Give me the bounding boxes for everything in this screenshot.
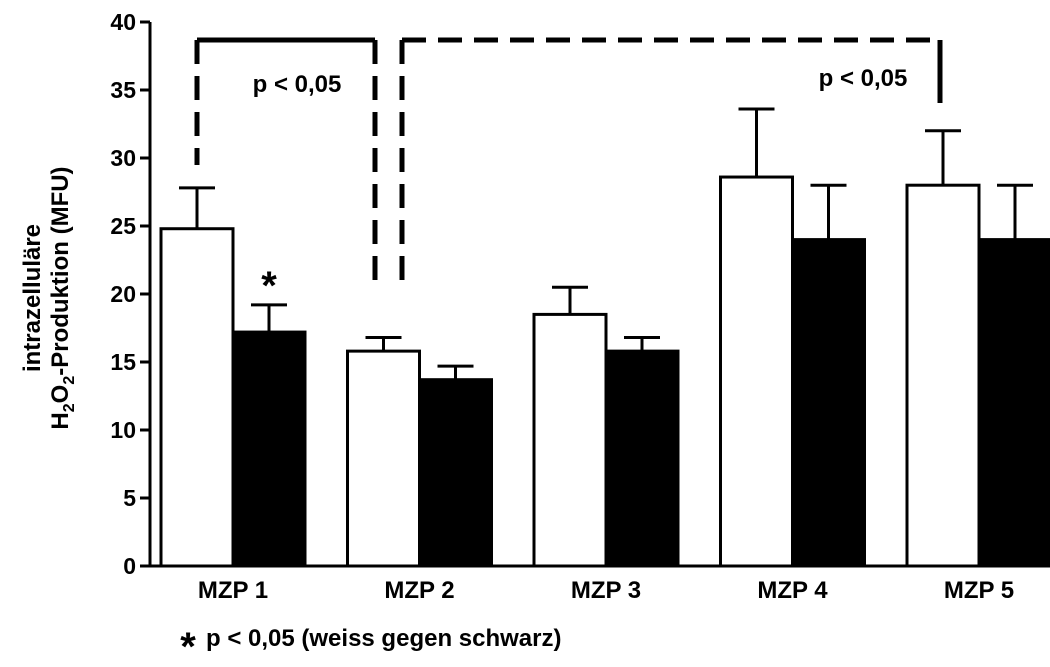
white-bar-1	[159, 227, 235, 568]
significance-label-1: p < 0,05	[253, 71, 342, 98]
x-tick-label: MZP 1	[198, 577, 268, 604]
y-tick-label: 30	[110, 145, 136, 171]
y-tick-label: 10	[110, 417, 136, 443]
x-ticks: MZP 1 MZP 2 MZP 3 MZP 4 MZP 5	[198, 577, 1014, 604]
footnote-text: p < 0,05 (weiss gegen schwarz)	[206, 625, 561, 652]
black-bar-2	[418, 378, 493, 568]
white-bar-2	[346, 349, 421, 568]
y-axis-label: intrazelluläre H2O2-Produktion (MFU)	[19, 166, 78, 429]
significance-star: *	[261, 264, 277, 308]
y-tick-label: 35	[110, 77, 136, 103]
y-tick-label: 25	[110, 213, 136, 239]
footnote-star: *	[180, 625, 196, 667]
significance-bracket-2	[399, 37, 943, 283]
black-bar-4	[791, 238, 866, 568]
white-bar-5	[905, 183, 981, 568]
y-tick-label: 5	[123, 485, 136, 511]
y-tick-label: 15	[110, 349, 136, 375]
white-bar-4	[719, 175, 794, 568]
black-bar-3	[604, 349, 680, 568]
y-tick-label: 40	[110, 9, 136, 35]
y-tick-label: 20	[110, 281, 136, 307]
bars	[159, 107, 1050, 568]
y-ticks: 0 5 10 15 20 25 30 35 40	[110, 9, 150, 579]
y-tick-label: 0	[123, 553, 136, 579]
significance-label-2: p < 0,05	[819, 65, 908, 92]
x-tick-label: MZP 4	[757, 577, 828, 604]
x-tick-label: MZP 5	[944, 577, 1014, 604]
black-bar-1	[231, 330, 307, 568]
black-bar-5	[977, 238, 1050, 568]
significance-bracket-1	[194, 37, 378, 283]
x-tick-label: MZP 3	[571, 577, 641, 604]
white-bar-3	[532, 312, 608, 568]
y-axis-label-line1: intrazelluläre	[19, 224, 46, 372]
x-tick-label: MZP 2	[384, 577, 454, 604]
y-axis-label-line2: H2O2-Produktion (MFU)	[47, 166, 78, 429]
